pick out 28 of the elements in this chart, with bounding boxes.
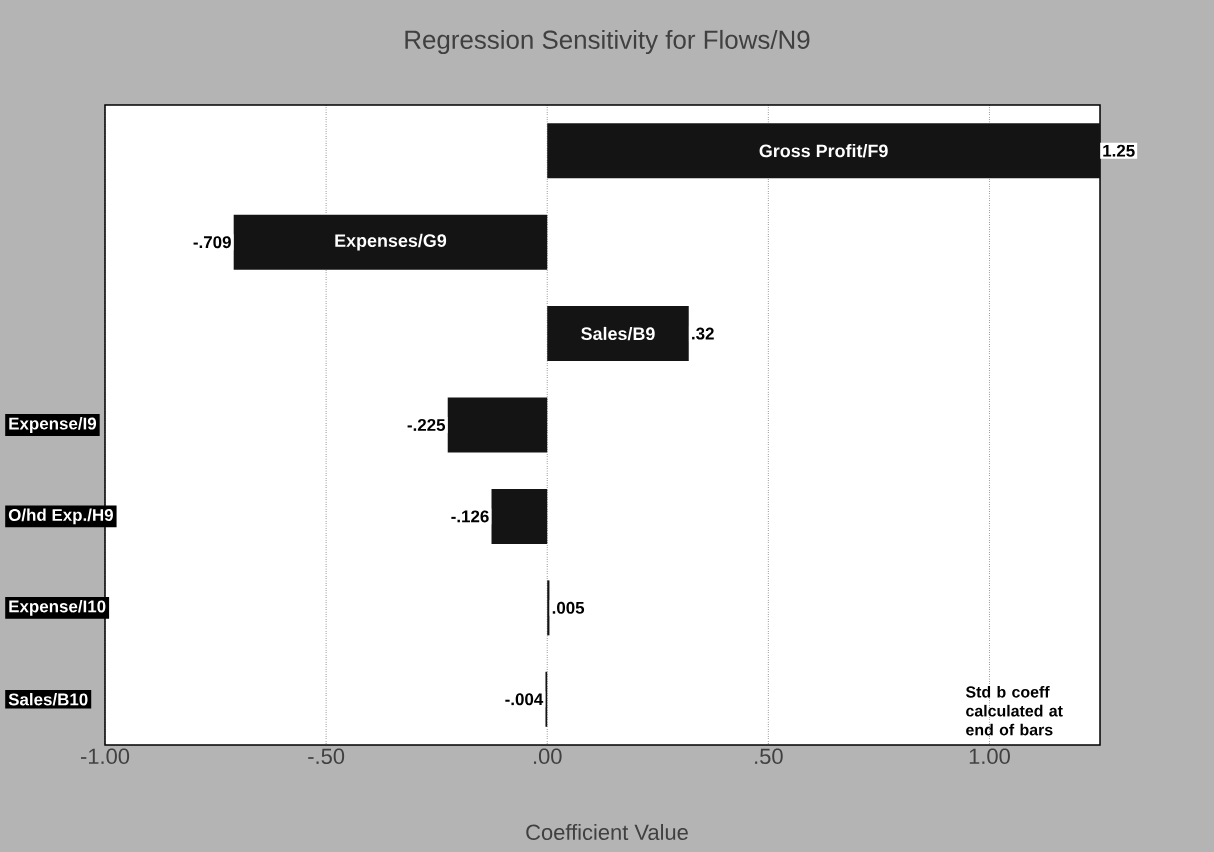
data-label: -.709	[193, 236, 231, 249]
x-tick-label: 1.00	[969, 748, 1010, 765]
x-tick-label: -.50	[308, 748, 345, 765]
data-label: -.225	[407, 419, 446, 432]
y-tick-label: Gross Profit/F9	[759, 144, 888, 158]
data-label: 1.25	[1103, 144, 1135, 157]
x-tick-label: .50	[755, 748, 783, 765]
y-tick-label: Expense/I9	[9, 417, 97, 433]
data-label: -.004	[505, 693, 544, 706]
data-label: .005	[552, 601, 585, 614]
bar	[447, 397, 548, 453]
y-tick-label: Sales/B9	[581, 326, 655, 341]
annotation: Std b coeff calculated at end of bars	[965, 685, 1063, 736]
data-label: .32	[692, 327, 714, 340]
bar	[547, 580, 550, 636]
chart-title: Regression Sensitivity for Flows/N9	[405, 29, 810, 55]
y-tick-label: Expenses/G9	[335, 233, 447, 251]
bar	[491, 488, 548, 544]
y-tick-label: O/hd Exp./H9	[8, 508, 113, 525]
bar	[547, 123, 1101, 179]
x-tick-label: .00	[533, 748, 562, 765]
x-axis-title: Coefficient Value	[526, 823, 688, 841]
x-tick-label: -1.00	[80, 748, 130, 765]
data-label: -.126	[451, 510, 489, 523]
bar	[233, 214, 548, 270]
bar	[547, 306, 689, 362]
y-tick-label: Sales/B10	[8, 692, 88, 706]
y-tick-label: Expense/I10	[9, 599, 106, 616]
